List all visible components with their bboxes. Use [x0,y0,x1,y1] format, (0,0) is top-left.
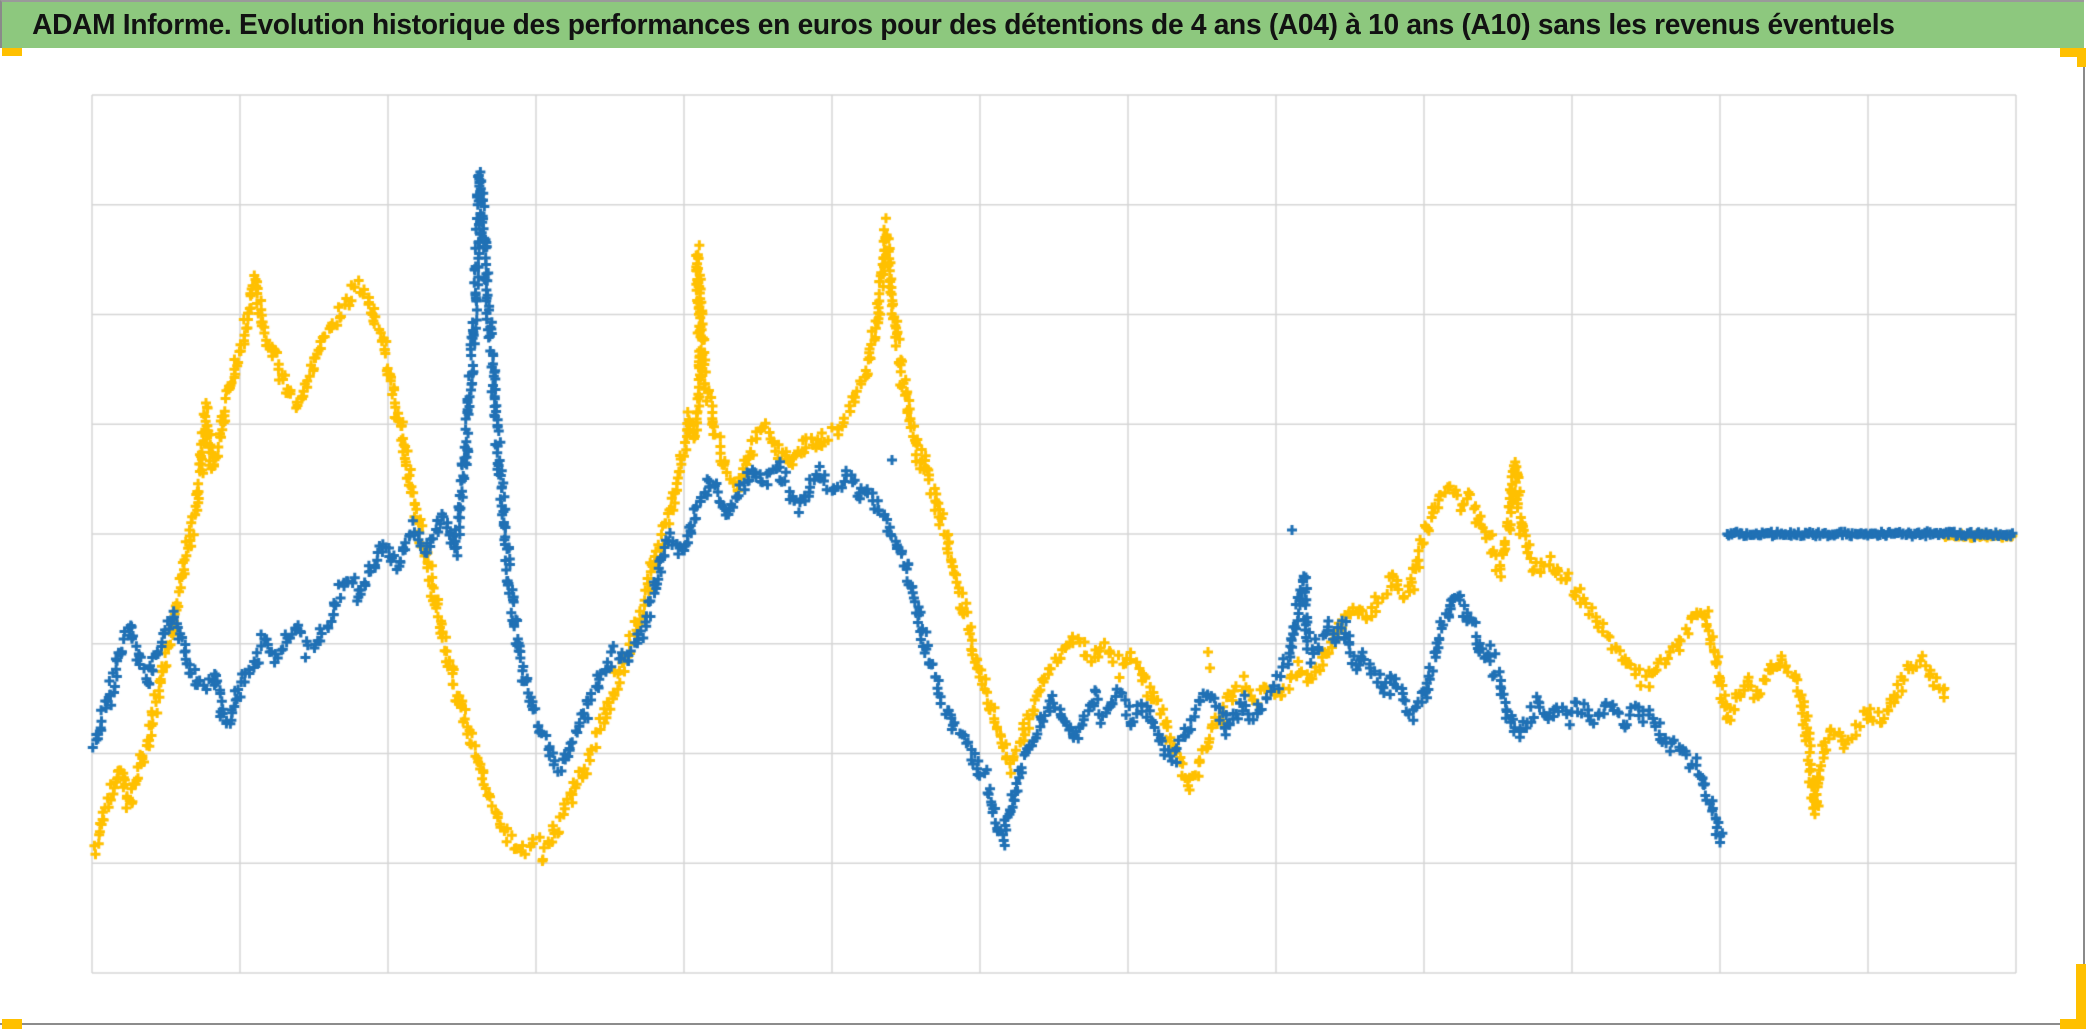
gold-accent-top-right-horizontal [2060,48,2086,57]
gold-accent-bottom-left [2,1019,22,1029]
gold-accent-bottom-right-horizontal [2060,1019,2086,1029]
title-bar: ADAM Informe. Evolution historique des p… [0,0,2084,48]
gold-accent-top-right-vertical [2077,48,2086,67]
page-title: ADAM Informe. Evolution historique des p… [32,8,1895,41]
gold-accent-bottom-right-vertical [2076,964,2086,1029]
gold-accent-top-left [2,48,22,56]
bottom-separator-line [0,1023,2086,1025]
chart-frame-right-border [2083,54,2085,1022]
